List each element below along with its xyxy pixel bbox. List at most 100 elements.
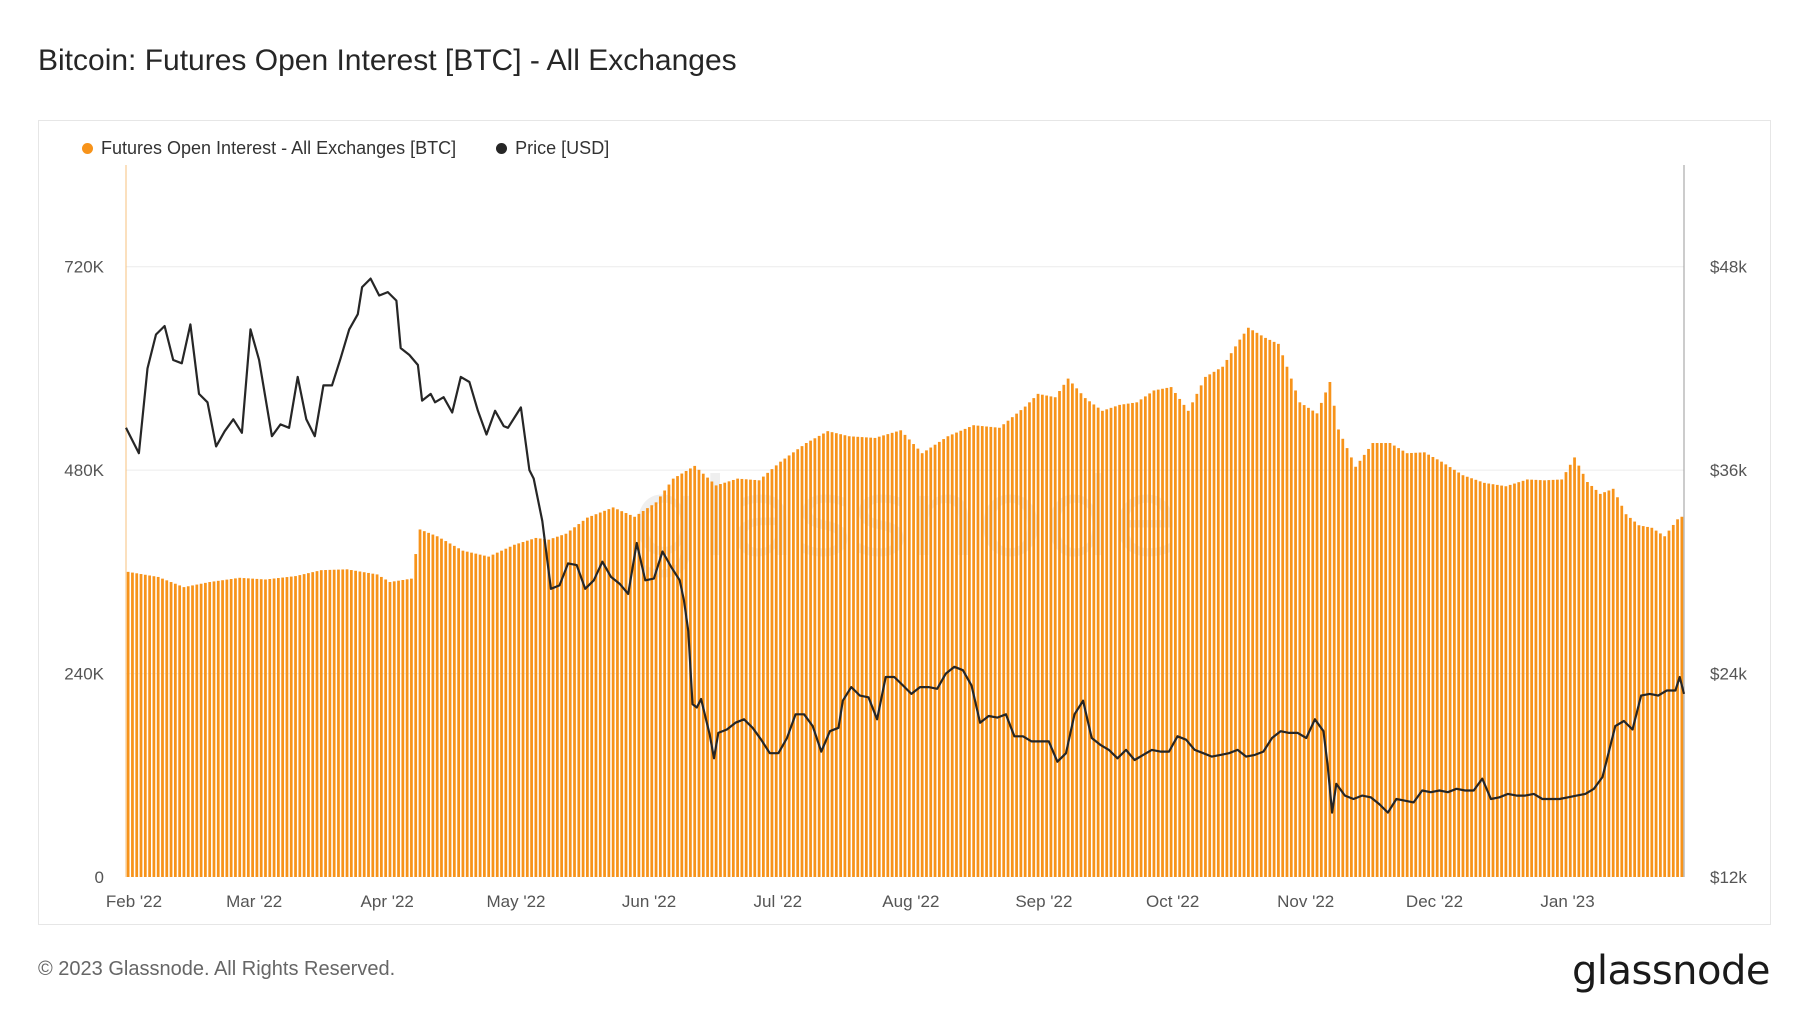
brand-logo: glassnode — [1571, 948, 1771, 994]
x-tick-label: Apr '22 — [361, 892, 414, 911]
oi-bar — [899, 430, 903, 877]
oi-bar — [1538, 480, 1542, 877]
oi-bar — [946, 436, 950, 877]
oi-bar — [787, 455, 791, 877]
oi-bar — [1380, 443, 1383, 877]
y-right-tick-label: $12k — [1710, 868, 1747, 887]
oi-bar — [405, 579, 409, 877]
oi-bar — [367, 572, 370, 877]
oi-bar — [487, 556, 491, 877]
oi-bar — [1444, 464, 1448, 877]
oi-bar — [1465, 476, 1469, 877]
oi-bar — [332, 569, 336, 877]
oi-bar — [289, 576, 293, 877]
oi-bar — [272, 578, 276, 877]
oi-bar — [1590, 485, 1594, 877]
legend-item-price[interactable]: Price [USD] — [496, 138, 609, 159]
oi-bar — [753, 479, 757, 877]
oi-bar — [1616, 497, 1619, 877]
oi-bar — [620, 511, 624, 877]
oi-bar — [302, 574, 306, 877]
oi-bar — [242, 578, 246, 877]
oi-bar — [1118, 404, 1121, 877]
oi-bar — [1495, 484, 1499, 877]
oi-bar — [1414, 452, 1418, 877]
oi-bar — [1418, 452, 1422, 877]
oi-bar — [276, 578, 280, 877]
price-line — [125, 277, 1686, 814]
oi-bar — [1204, 376, 1207, 877]
oi-bar — [727, 481, 731, 877]
oi-bar — [1294, 390, 1297, 877]
oi-bar — [1513, 483, 1516, 877]
oi-bar — [968, 427, 971, 877]
oi-bar — [1633, 521, 1637, 877]
oi-bar — [1045, 395, 1049, 877]
oi-bar — [156, 576, 160, 877]
oi-bar — [1422, 452, 1426, 877]
oi-bar — [1122, 404, 1126, 877]
oi-bar — [191, 585, 194, 877]
oi-bar — [478, 554, 482, 877]
oi-bar — [1410, 452, 1413, 877]
oi-bar — [1470, 478, 1473, 877]
oi-bar — [963, 428, 967, 877]
oi-bar — [513, 544, 516, 877]
x-tick-label: Jan '23 — [1540, 892, 1594, 911]
oi-bar — [422, 531, 426, 877]
oi-bar — [886, 434, 890, 877]
oi-bar — [397, 580, 400, 877]
oi-bar — [564, 533, 568, 877]
oi-bar — [1186, 410, 1190, 877]
oi-bar — [1319, 402, 1323, 877]
oi-bar — [298, 575, 302, 877]
oi-bar — [534, 537, 538, 877]
oi-bar — [1289, 378, 1293, 877]
oi-bar — [1251, 330, 1255, 877]
oi-bar — [839, 434, 842, 877]
oi-bar — [581, 520, 585, 877]
oi-bar — [1311, 410, 1315, 877]
oi-bar — [225, 579, 229, 877]
x-tick-label: Aug '22 — [882, 892, 939, 911]
oi-bar — [1598, 493, 1602, 877]
oi-bar — [1161, 388, 1164, 877]
oi-bar — [667, 484, 671, 877]
oi-bar — [744, 479, 748, 877]
oi-bar — [410, 578, 413, 877]
oi-bar — [264, 579, 267, 877]
oi-bar — [714, 485, 718, 877]
y-left-tick-label: 240K — [64, 665, 104, 684]
oi-bar — [483, 555, 486, 877]
oi-bar — [1028, 402, 1031, 877]
oi-bar — [508, 546, 512, 877]
oi-bar — [1384, 443, 1388, 877]
oi-bar — [1367, 448, 1370, 877]
oi-bar — [1053, 397, 1057, 877]
oi-bar — [624, 513, 628, 877]
oi-bar — [1586, 482, 1589, 877]
oi-bar — [1010, 417, 1014, 877]
legend-item-oi[interactable]: Futures Open Interest - All Exchanges [B… — [82, 138, 456, 159]
oi-bar — [1628, 517, 1632, 877]
oi-bar — [1101, 410, 1104, 877]
oi-bar — [1646, 526, 1649, 877]
oi-bar — [646, 508, 649, 877]
oi-bar — [1667, 530, 1671, 877]
oi-bar — [1491, 484, 1495, 877]
oi-bar — [1405, 453, 1409, 877]
oi-bar — [1199, 385, 1203, 877]
oi-bar — [504, 548, 508, 877]
oi-bar — [989, 426, 993, 877]
oi-bar — [1328, 381, 1332, 877]
oi-bar — [697, 469, 701, 877]
oi-bar — [680, 473, 684, 877]
oi-bar — [1281, 355, 1285, 877]
oi-bar — [1088, 401, 1091, 877]
oi-bar — [637, 513, 641, 877]
oi-bar — [1564, 472, 1568, 877]
legend-price-dot-icon — [496, 143, 508, 154]
oi-bar — [1242, 333, 1246, 878]
y-left-tick-label: 480K — [64, 461, 104, 480]
oi-bar — [1225, 359, 1229, 877]
